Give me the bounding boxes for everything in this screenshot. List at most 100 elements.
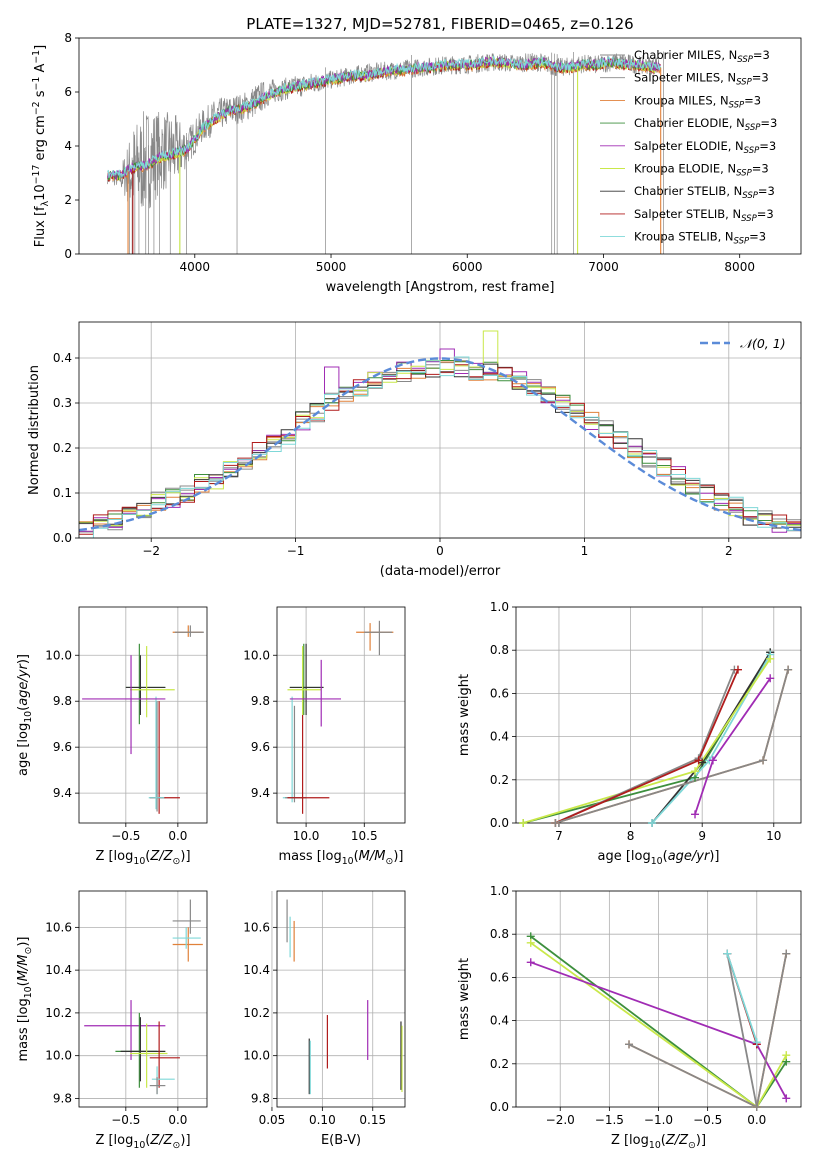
x-tick-label: 0	[436, 544, 444, 558]
y-tick-label: 0.8	[490, 643, 509, 657]
y-tick-label: 0.4	[53, 351, 72, 365]
y-tick-label: 10.4	[243, 963, 270, 977]
legend-label-base: Kroupa STELIB, N	[634, 230, 734, 244]
legend-label-sub: SSP	[734, 237, 750, 247]
x-axis-label-part: Z [log	[611, 1133, 649, 1148]
legend-label-tail: =3	[760, 116, 777, 130]
x-axis-label-part: (	[145, 1133, 150, 1148]
legend-label-sub: SSP	[736, 169, 752, 179]
plot-area	[84, 899, 203, 1095]
weight-point-marker	[694, 756, 703, 765]
legend-label: Kroupa MILES, NSSP=3	[634, 93, 761, 110]
x-tick-label: 8	[627, 829, 635, 843]
axes-frame	[78, 890, 208, 1108]
y-axis-label: mass weight	[457, 958, 472, 1040]
weight-series-line	[651, 651, 771, 823]
y-tick-label: 6	[64, 85, 72, 99]
weight-series-line	[726, 953, 758, 1043]
y-tick-label: 9.4	[53, 786, 72, 800]
legend-label-base: Chabrier ELODIE, N	[634, 116, 745, 130]
weight-series-line	[726, 953, 758, 1107]
y-axis-label-part: 10	[23, 711, 34, 723]
x-tick-label: 7000	[588, 260, 619, 274]
y-tick-label: 10.4	[45, 963, 72, 977]
x-axis-label-part: ⊙	[688, 1140, 696, 1151]
x-axis-label-part: (	[145, 849, 150, 864]
y-tick-label: 10.6	[45, 920, 72, 934]
y-tick-label: 10.0	[243, 1049, 270, 1063]
y-axis-label-part: (	[16, 981, 31, 986]
x-axis-label-part: )]	[696, 1133, 706, 1148]
y-tick-label: 9.8	[251, 1091, 270, 1105]
y-axis-label-part: s	[33, 90, 48, 101]
x-axis-label: mass [log10(M/M⊙)]	[279, 849, 404, 867]
y-tick-label: 0.3	[53, 396, 72, 410]
legend-label: Salpeter MILES, NSSP=3	[634, 71, 769, 88]
chart-panel-2: −0.5 0.09.49.69.810.0Z [log10(Z/Z⊙)]age […	[16, 606, 208, 867]
weight-point-marker	[733, 665, 742, 674]
x-axis-label-part: age [log	[597, 849, 650, 864]
y-axis-label-part: ]	[33, 45, 48, 50]
legend-label-sub: SSP	[744, 146, 760, 156]
y-tick-label: 1.0	[490, 884, 509, 898]
legend-label: Chabrier ELODIE, NSSP=3	[634, 116, 777, 133]
weight-point-marker	[752, 1038, 761, 1047]
legend-label-tail: =3	[752, 71, 769, 85]
x-tick-label: 7	[555, 829, 563, 843]
plot-area	[282, 620, 394, 814]
y-tick-label: 0.1	[53, 486, 72, 500]
x-axis-label-part: age/yr	[668, 849, 711, 864]
legend-label-base: Salpeter STELIB, N	[634, 207, 741, 221]
y-tick-label: 8	[64, 31, 72, 45]
axes-frame	[276, 606, 406, 824]
y-tick-label: 0.2	[490, 773, 509, 787]
legend-label: 𝒩(0, 1)	[740, 336, 786, 351]
axes-frame	[276, 890, 406, 1108]
x-tick-label: 4000	[180, 260, 211, 274]
legend-label-tail: =3	[757, 207, 774, 221]
chart-panel-1: −2 −1 0 1 2 0.0 0.1 0.2 0.3 0.4 (data-model)/error…	[27, 321, 802, 579]
legend-label: Kroupa ELODIE, NSSP=3	[634, 162, 769, 179]
axes-frame	[515, 606, 802, 824]
x-axis-label-part: ⊙	[173, 1140, 181, 1151]
weight-point-marker	[648, 819, 657, 827]
weight-point-marker	[752, 1103, 761, 1111]
y-tick-label: 4	[64, 139, 72, 153]
chart-panel-6: 0.05 0.10 0.15 9.8 10.0 10.2 10.4 10.6 E(B-V)	[243, 890, 406, 1148]
y-tick-label: 10.2	[45, 1006, 72, 1020]
y-tick-label: 0.4	[490, 1014, 509, 1028]
x-axis-label: wavelength [Angstrom, rest frame]	[326, 280, 555, 295]
y-tick-label: 10.0	[45, 1049, 72, 1063]
y-tick-label: 9.4	[251, 786, 270, 800]
y-tick-label: 9.8	[251, 694, 270, 708]
x-axis-label-part: )]	[393, 849, 403, 864]
histogram-step-line	[79, 356, 801, 538]
y-tick-label: 9.8	[53, 694, 72, 708]
x-tick-label: 10.0	[293, 829, 320, 843]
legend-label-base: Chabrier STELIB, N	[634, 184, 742, 198]
y-axis-label-part: λ	[40, 200, 51, 206]
weight-point-marker	[766, 674, 775, 683]
y-axis-label-part: 10	[23, 986, 34, 998]
x-tick-label: −0.5	[693, 1113, 722, 1127]
y-tick-label: 0.0	[490, 1100, 509, 1114]
weight-point-marker	[782, 1094, 791, 1103]
x-axis-label: age [log10(age/yr)]	[597, 849, 719, 867]
histogram-step-line	[79, 348, 801, 533]
legend-label-base: Chabrier MILES, N	[634, 48, 737, 62]
y-tick-label: 9.6	[251, 740, 270, 754]
chart-panel-5: −0.5 0.09.810.010.210.410.6Z [log10(Z/Z⊙)…	[16, 890, 208, 1151]
y-axis-label-part: mass [log	[16, 998, 31, 1061]
x-axis-label-part: )]	[709, 849, 719, 864]
y-axis-label-part: )]	[16, 937, 31, 947]
figure-title: PLATE=1327, MJD=52781, FIBERID=0465, z=0…	[246, 15, 633, 33]
y-axis-label-part: (	[16, 706, 31, 711]
legend-label: Chabrier MILES, NSSP=3	[634, 48, 770, 65]
weight-series-line	[694, 677, 771, 815]
x-tick-label: 0.0	[747, 1113, 766, 1127]
x-axis-label-part: 10	[651, 856, 663, 867]
legend-label-base: Salpeter ELODIE, N	[634, 139, 744, 153]
legend-label-sub: SSP	[741, 214, 757, 224]
y-tick-label: 0.0	[53, 531, 72, 545]
plot-area	[79, 330, 801, 538]
